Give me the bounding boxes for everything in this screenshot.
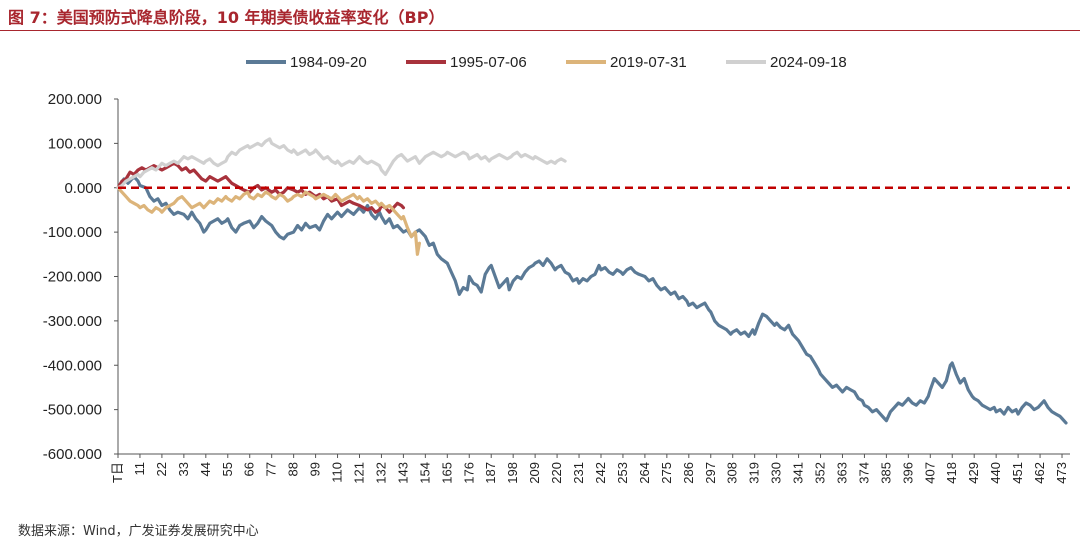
y-tick-label: 100.000	[48, 135, 102, 152]
x-tick-label: 77	[264, 462, 279, 476]
x-tick-label: 209	[527, 462, 542, 484]
x-tick-label: 176	[461, 462, 476, 484]
x-tick-label: 110	[330, 462, 345, 483]
x-tick-label: 55	[220, 462, 235, 476]
x-tick-label: 22	[154, 462, 169, 476]
legend-label: 2024-09-18	[770, 53, 847, 71]
legend-swatch	[246, 60, 286, 64]
x-tick-label: 429	[966, 462, 981, 484]
x-tick-label: 132	[373, 462, 388, 484]
series-line	[116, 161, 405, 214]
x-tick-label: 407	[922, 462, 937, 484]
x-tick-label: 154	[417, 462, 432, 484]
x-tick-label: 253	[615, 462, 630, 484]
x-tick-label: 330	[769, 462, 784, 484]
x-tick-label: 187	[483, 462, 498, 484]
x-tick-label: 121	[351, 462, 366, 484]
x-tick-label: 385	[878, 462, 893, 484]
x-tick-label: 352	[813, 462, 828, 484]
y-tick-label: -300.000	[43, 313, 102, 330]
chart-legend: 1984-09-20 1995-07-06 2019-07-31 2024-09…	[0, 50, 1080, 74]
x-tick-label: 418	[944, 462, 959, 484]
series-line	[116, 175, 1068, 425]
y-tick-label: -100.000	[43, 224, 102, 241]
x-tick-label: 220	[549, 462, 564, 484]
legend-label: 1984-09-20	[290, 53, 367, 71]
x-tick-label: 308	[725, 462, 740, 484]
x-tick-label: 297	[703, 462, 718, 484]
legend-item-2019: 2019-07-31	[566, 50, 687, 74]
legend-swatch	[406, 60, 446, 64]
y-tick-label: 200.000	[48, 91, 102, 108]
y-tick-label: 0.000	[64, 180, 102, 197]
x-tick-label: 242	[593, 462, 608, 484]
legend-swatch	[566, 60, 606, 64]
x-tick-label: 473	[1054, 462, 1069, 484]
chart-title: 图 7：美国预防式降息阶段，10 年期美债收益率变化（BP）	[8, 8, 445, 27]
x-tick-label: 33	[176, 462, 191, 476]
y-tick-label: -500.000	[43, 402, 102, 419]
x-tick-label: 286	[681, 462, 696, 484]
y-tick-label: -600.000	[43, 446, 102, 463]
x-tick-label: 165	[439, 462, 454, 484]
x-tick-label: 88	[286, 462, 301, 476]
x-tick-label: 396	[900, 462, 915, 484]
y-tick-label: -400.000	[43, 357, 102, 374]
x-tick-label: 99	[308, 462, 323, 476]
legend-label: 1995-07-06	[450, 53, 527, 71]
series-line	[116, 186, 421, 256]
y-tick-label: -200.000	[43, 269, 102, 286]
legend-item-1995: 1995-07-06	[406, 50, 527, 74]
legend-swatch	[726, 60, 766, 64]
x-tick-label: 451	[1010, 462, 1025, 484]
source-note: 数据来源：Wind，广发证券发展研究中心	[18, 524, 259, 539]
x-tick-label: 264	[637, 462, 652, 484]
x-tick-label: T日	[110, 462, 125, 483]
legend-item-2024: 2024-09-18	[726, 50, 847, 74]
x-tick-label: 11	[132, 462, 147, 476]
x-tick-label: 440	[988, 462, 1003, 484]
x-tick-label: 374	[856, 462, 871, 484]
legend-label: 2019-07-31	[610, 53, 687, 71]
x-tick-label: 198	[505, 462, 520, 484]
x-tick-label: 462	[1032, 462, 1047, 484]
x-tick-label: 66	[242, 462, 257, 476]
legend-item-1984: 1984-09-20	[246, 50, 367, 74]
x-tick-label: 319	[747, 462, 762, 484]
x-tick-label: 231	[571, 462, 586, 484]
x-tick-label: 143	[395, 462, 410, 484]
x-tick-label: 341	[791, 462, 806, 484]
series-line	[116, 137, 567, 190]
title-bar: 图 7：美国预防式降息阶段，10 年期美债收益率变化（BP）	[0, 0, 1080, 31]
x-tick-label: 44	[198, 462, 213, 476]
x-tick-label: 363	[834, 462, 849, 484]
x-tick-label: 275	[659, 462, 674, 484]
